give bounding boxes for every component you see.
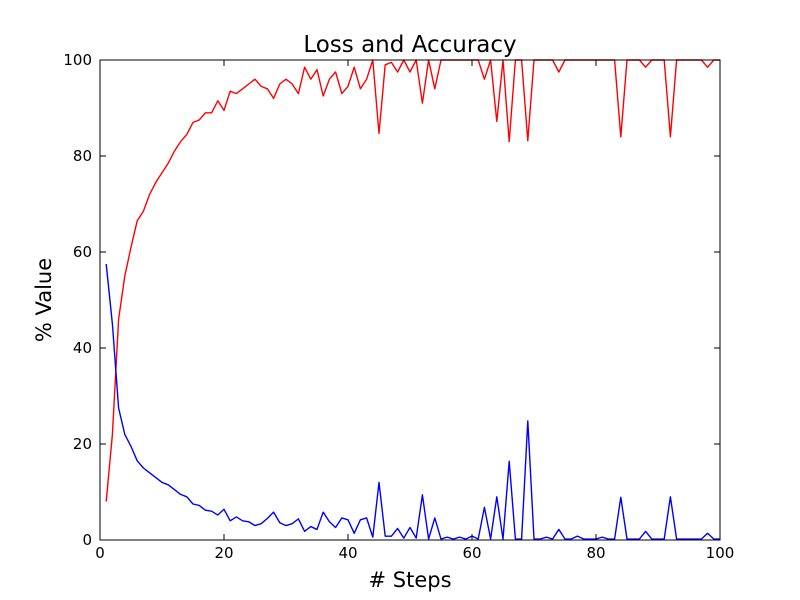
chart-title: Loss and Accuracy bbox=[303, 32, 516, 58]
y-tick-label: 100 bbox=[63, 51, 92, 69]
y-tick-label: 20 bbox=[73, 435, 92, 453]
plot-frame bbox=[99, 59, 721, 541]
ticks-layer: 0 20 40 60 80 100 0 20 40 60 80 100 bbox=[63, 51, 734, 562]
y-tick-label: 40 bbox=[73, 339, 92, 357]
y-tick-label: 0 bbox=[82, 531, 92, 549]
x-tick-label: 80 bbox=[586, 544, 605, 562]
series-line-1 bbox=[105, 59, 720, 502]
x-tick-label: 0 bbox=[95, 544, 105, 562]
x-tick-label: 60 bbox=[462, 544, 481, 562]
x-axis-label: # Steps bbox=[368, 568, 451, 592]
series-line-2 bbox=[105, 263, 720, 540]
x-tick-label: 100 bbox=[706, 544, 735, 562]
y-tick-label: 60 bbox=[73, 243, 92, 261]
x-tick-label: 40 bbox=[338, 544, 357, 562]
x-tick-label: 20 bbox=[214, 544, 233, 562]
series-layer bbox=[105, 59, 720, 540]
y-tick-label: 80 bbox=[73, 147, 92, 165]
y-axis-label: % Value bbox=[32, 258, 56, 342]
